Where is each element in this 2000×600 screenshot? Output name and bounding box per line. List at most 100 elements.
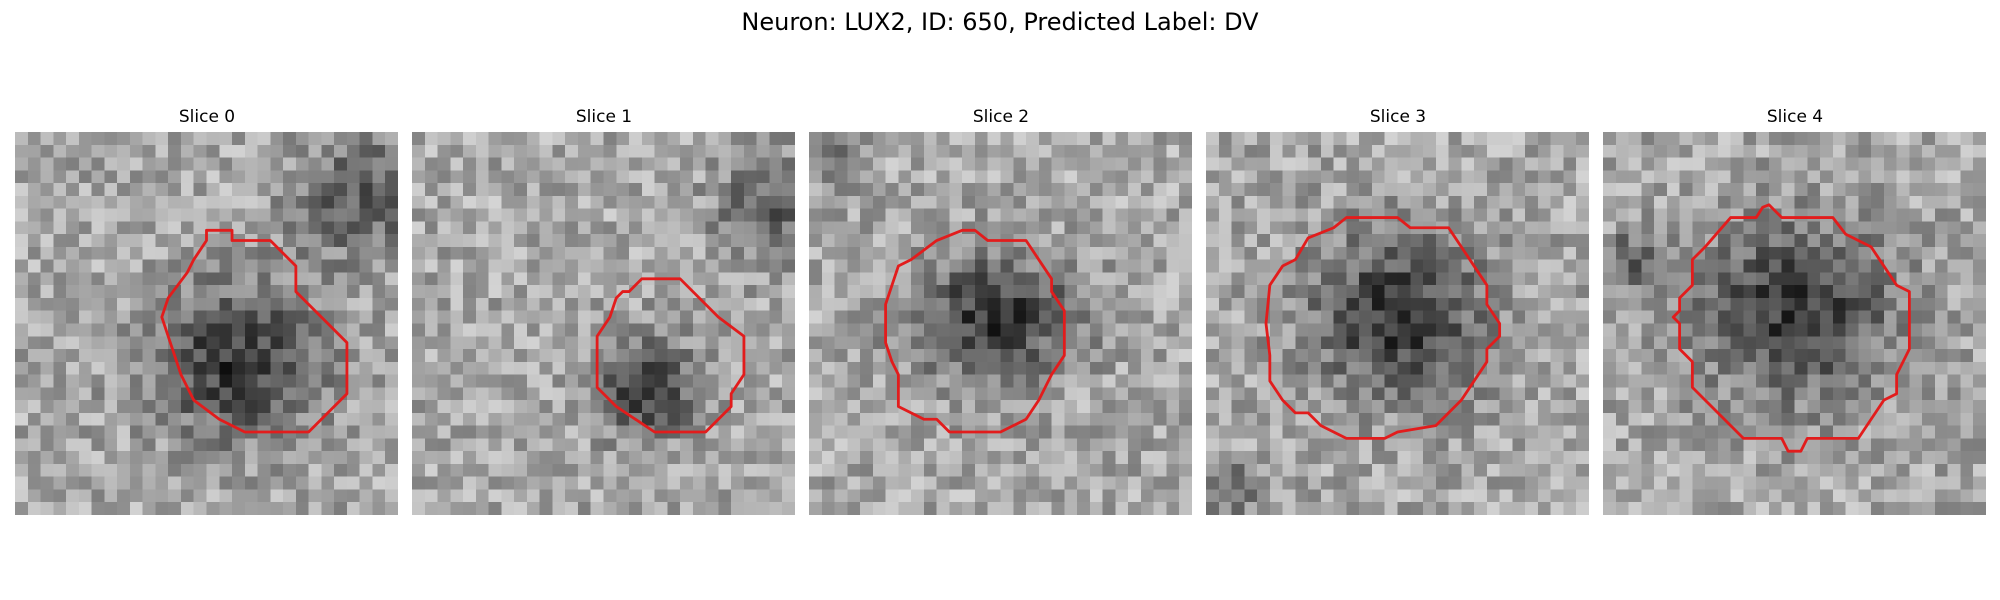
pixel <box>1320 451 1334 465</box>
pixel <box>308 400 322 414</box>
pixel <box>104 463 118 477</box>
pixel <box>821 285 835 299</box>
pixel <box>1257 349 1271 363</box>
pixel <box>743 259 757 273</box>
pixel <box>437 170 451 184</box>
pixel <box>283 451 297 465</box>
pixel <box>1820 425 1834 439</box>
pixel <box>1781 170 1795 184</box>
pixel <box>1089 438 1103 452</box>
pixel <box>680 451 694 465</box>
pixel <box>27 476 41 490</box>
pixel <box>1550 476 1564 490</box>
pixel <box>692 463 706 477</box>
pixel <box>885 259 899 273</box>
pixel <box>78 374 92 388</box>
pixel <box>129 310 143 324</box>
pixel <box>1947 489 1961 503</box>
pixel <box>117 412 131 426</box>
pixel <box>1717 438 1731 452</box>
pixel <box>1038 463 1052 477</box>
pixel <box>359 221 373 235</box>
pixel <box>1128 502 1142 515</box>
pixel <box>244 463 258 477</box>
pixel <box>1858 489 1872 503</box>
pixel <box>962 157 976 171</box>
pixel <box>834 451 848 465</box>
pixel <box>475 489 489 503</box>
pixel <box>437 336 451 350</box>
pixel <box>244 336 258 350</box>
pixel <box>1282 438 1296 452</box>
pixel <box>1435 246 1449 260</box>
pixel <box>91 425 105 439</box>
pixel <box>321 170 335 184</box>
pixel <box>1282 221 1296 235</box>
pixel <box>680 132 694 146</box>
pixel <box>1909 425 1923 439</box>
pixel <box>15 349 29 363</box>
pixel <box>1743 297 1757 311</box>
pixel <box>974 183 988 197</box>
pixel <box>40 310 54 324</box>
pixel <box>1269 323 1283 337</box>
pixel <box>1563 425 1577 439</box>
pixel <box>180 374 194 388</box>
pixel <box>219 476 233 490</box>
pixel <box>501 310 515 324</box>
pixel <box>180 451 194 465</box>
pixel <box>872 387 886 401</box>
pixel <box>1231 272 1245 286</box>
pixel <box>680 374 694 388</box>
pixel <box>1730 502 1744 515</box>
pixel <box>1909 297 1923 311</box>
pixel <box>731 451 745 465</box>
pixel <box>1550 285 1564 299</box>
pixel <box>1282 183 1296 197</box>
pixel <box>142 183 156 197</box>
pixel <box>1384 451 1398 465</box>
pixel <box>1051 336 1065 350</box>
pixel <box>385 246 398 260</box>
pixel <box>1576 425 1589 439</box>
pixel <box>834 374 848 388</box>
pixel <box>1359 361 1373 375</box>
pixel <box>629 323 643 337</box>
pixel <box>155 195 169 209</box>
pixel <box>1871 502 1885 515</box>
pixel <box>1128 374 1142 388</box>
pixel <box>1794 183 1808 197</box>
pixel <box>1320 374 1334 388</box>
pixel <box>308 132 322 146</box>
pixel <box>577 310 591 324</box>
pixel <box>1140 259 1154 273</box>
pixel <box>475 400 489 414</box>
pixel <box>1576 272 1589 286</box>
pixel <box>1038 297 1052 311</box>
pixel <box>1282 323 1296 337</box>
pixel <box>949 502 963 515</box>
pixel <box>911 502 925 515</box>
pixel <box>1244 438 1258 452</box>
pixel <box>1743 132 1757 146</box>
pixel <box>718 336 732 350</box>
pixel <box>295 387 309 401</box>
pixel <box>257 502 271 515</box>
pixel <box>654 259 668 273</box>
pixel <box>1269 451 1283 465</box>
pixel <box>193 412 207 426</box>
pixel <box>1140 476 1154 490</box>
pixel <box>603 412 617 426</box>
pixel <box>526 412 540 426</box>
pixel <box>463 208 477 222</box>
pixel <box>1820 157 1834 171</box>
pixel <box>1743 451 1757 465</box>
pixel <box>437 489 451 503</box>
pixel <box>475 246 489 260</box>
pixel <box>257 374 271 388</box>
pixel <box>450 361 464 375</box>
pixel <box>1269 195 1283 209</box>
pixel <box>1206 170 1220 184</box>
pixel <box>1628 323 1642 337</box>
pixel <box>463 387 477 401</box>
